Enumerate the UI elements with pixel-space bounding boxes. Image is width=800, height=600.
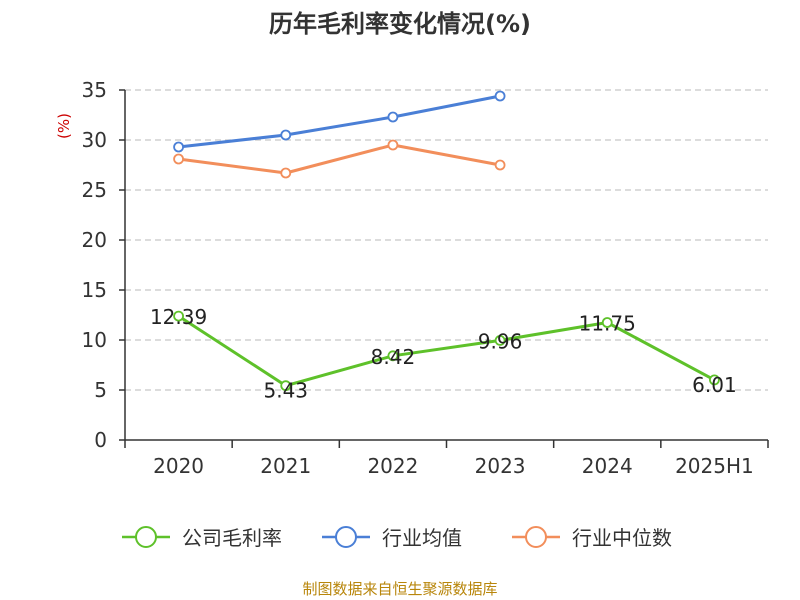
x-tick-label: 2024 (582, 454, 633, 478)
y-tick-label: 35 (82, 78, 107, 102)
data-point (173, 310, 184, 322)
legend: 公司毛利率 行业均值 行业中位数 (122, 526, 672, 550)
data-point (494, 334, 506, 346)
y-tick-label: 15 (82, 278, 107, 302)
source-note: 制图数据来自恒生聚源数据库 (302, 580, 497, 598)
legend-label: 行业中位数 (572, 526, 672, 550)
legend-marker (335, 526, 357, 548)
x-tick-label: 2021 (260, 454, 311, 478)
data-point (280, 380, 292, 392)
x-tick-label: 2025H1 (675, 454, 754, 478)
data-point (280, 167, 292, 179)
data-point (601, 317, 613, 328)
data-point (173, 153, 184, 165)
x-tick-label: 2020 (153, 454, 204, 478)
data-point (387, 111, 399, 123)
chart-title: 历年毛利率变化情况(%) (269, 10, 531, 38)
data-label: 6.01 (692, 373, 737, 397)
data-point (387, 350, 399, 362)
series-line-0 (177, 314, 716, 388)
y-tick-label: 10 (82, 328, 107, 352)
data-labels: 12.39 5.43 8.42 9.96 11.75 6.01 (150, 305, 737, 403)
y-tick-label: 25 (82, 178, 107, 202)
data-point (494, 90, 506, 102)
series-group (173, 90, 720, 392)
x-tick-label: 2022 (367, 454, 418, 478)
data-point (387, 139, 399, 151)
legend-label: 公司毛利率 (182, 526, 282, 550)
y-axis-label: (%) (55, 113, 73, 139)
legend-label: 行业均值 (382, 526, 462, 550)
data-label: 11.75 (579, 312, 636, 336)
data-point (709, 374, 720, 386)
series-line-1 (178, 94, 501, 149)
y-tick-label: 0 (94, 428, 107, 452)
data-point (280, 129, 292, 141)
data-label: 9.96 (478, 329, 523, 353)
gridlines (125, 89, 768, 391)
series-line-2 (178, 143, 501, 175)
data-label: 12.39 (150, 305, 207, 329)
legend-marker (525, 526, 547, 548)
data-label: 5.43 (263, 379, 308, 403)
data-label: 8.42 (371, 345, 416, 369)
y-tick-label: 30 (82, 128, 107, 152)
data-point (173, 141, 184, 153)
x-tick-label: 2023 (475, 454, 526, 478)
legend-marker (135, 526, 157, 548)
y-tick-label: 20 (82, 228, 107, 252)
data-point (494, 159, 506, 171)
axes: 0 5 10 15 20 25 30 35 2020 2021 2022 2023 2024 2025H1 (82, 78, 769, 478)
y-tick-label: 5 (94, 378, 107, 402)
